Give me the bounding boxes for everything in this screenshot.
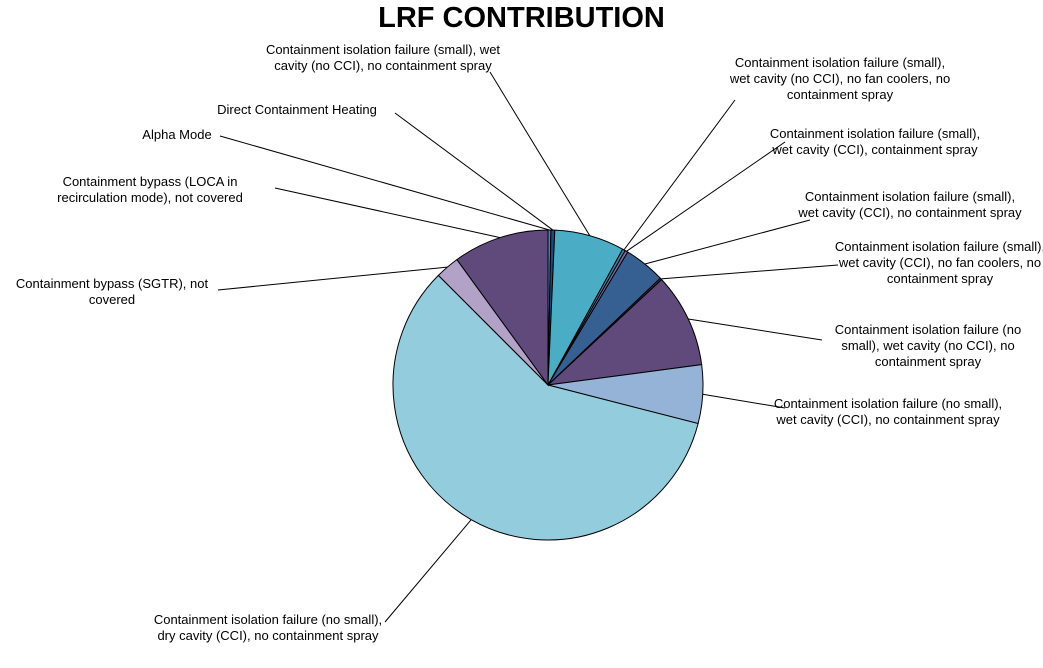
slice-label: Containment isolation failure (no small)… — [834, 322, 1022, 369]
leader-line — [219, 135, 550, 231]
leader-line — [660, 264, 839, 280]
slice-label: Containment bypass (LOCA in recirculatio… — [57, 174, 243, 205]
slice-label: Containment isolation failure (small), w… — [834, 239, 1043, 286]
slice-label: Direct Containment Heating — [217, 102, 377, 117]
slice-label: Containment isolation failure (small), w… — [769, 126, 981, 157]
leader-line — [702, 393, 786, 409]
leader-line — [489, 71, 591, 237]
leader-line — [217, 266, 448, 291]
leader-line — [644, 219, 811, 265]
slice-label: Alpha Mode — [142, 127, 212, 142]
leader-line — [384, 519, 472, 623]
slice-label: Containment isolation failure (small), w… — [729, 55, 951, 102]
slice-label: Containment isolation failure (small), w… — [798, 189, 1022, 220]
slice-label: Containment isolation failure (small), w… — [265, 42, 501, 73]
slice-label: Containment isolation failure (no small)… — [153, 612, 383, 643]
slice-label: Containment bypass (SGTR), not covered — [15, 276, 209, 307]
chart-title: LRF CONTRIBUTION — [378, 2, 665, 34]
leader-line — [626, 141, 786, 252]
slice-label: Containment isolation failure (no small)… — [773, 396, 1003, 427]
leader-line — [688, 318, 823, 341]
pie-slice — [392, 274, 699, 541]
leader-line — [274, 187, 501, 239]
leader-line — [394, 112, 554, 231]
leader-line — [623, 99, 736, 251]
